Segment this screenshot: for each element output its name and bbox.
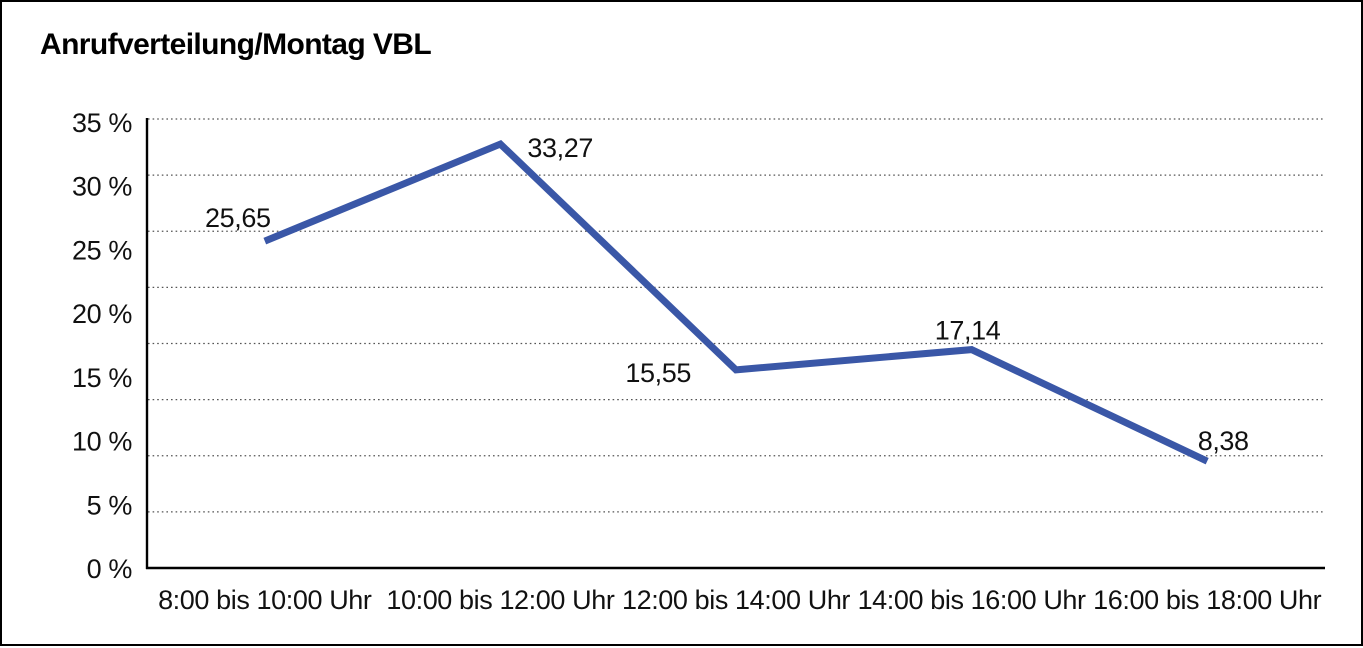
y-tick-label: 10 % bbox=[72, 427, 132, 457]
x-tick-label: 16:00 bis 18:00 Uhr bbox=[1093, 585, 1321, 615]
data-point-label: 25,65 bbox=[205, 203, 271, 233]
x-tick-label: 10:00 bis 12:00 Uhr bbox=[386, 585, 614, 615]
data-point-label: 15,55 bbox=[625, 358, 691, 388]
y-tick-label: 35 % bbox=[72, 108, 132, 138]
data-point-label: 17,14 bbox=[935, 316, 1001, 346]
y-tick-label: 20 % bbox=[72, 299, 132, 329]
chart-title: Anrufverteilung/Montag VBL bbox=[40, 28, 432, 61]
y-tick-label: 0 % bbox=[87, 554, 133, 584]
data-point-label: 33,27 bbox=[527, 133, 593, 163]
data-point-label: 8,38 bbox=[1198, 426, 1249, 456]
x-tick-label: 14:00 bis 16:00 Uhr bbox=[858, 585, 1086, 615]
x-tick-label: 8:00 bis 10:00 Uhr bbox=[158, 585, 372, 615]
y-tick-label: 15 % bbox=[72, 363, 132, 393]
x-tick-label: 12:00 bis 14:00 Uhr bbox=[622, 585, 850, 615]
y-tick-label: 25 % bbox=[72, 235, 132, 265]
data-line bbox=[263, 139, 1209, 465]
y-tick-label: 5 % bbox=[87, 490, 133, 520]
y-tick-label: 30 % bbox=[72, 172, 132, 202]
